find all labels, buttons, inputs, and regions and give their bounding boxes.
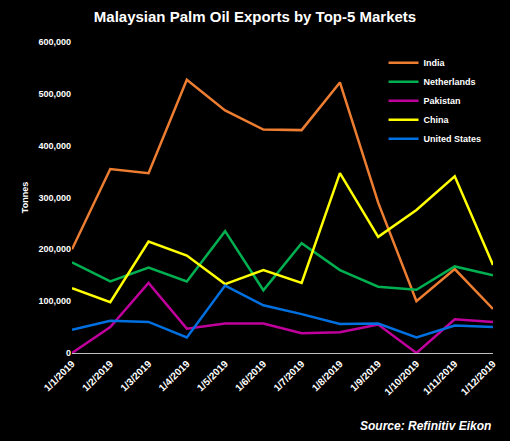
svg-text:1/12/2019: 1/12/2019 [459, 358, 499, 398]
svg-text:1/2/2019: 1/2/2019 [80, 358, 116, 394]
svg-text:United States: United States [424, 134, 482, 144]
svg-text:1/3/2019: 1/3/2019 [118, 358, 154, 394]
svg-text:Malaysian Palm Oil Exports by: Malaysian Palm Oil Exports by Top-5 Mark… [94, 8, 416, 25]
svg-text:1/6/2019: 1/6/2019 [233, 358, 269, 394]
svg-text:Netherlands: Netherlands [424, 77, 476, 87]
svg-text:China: China [424, 115, 450, 125]
svg-text:0: 0 [66, 348, 71, 358]
svg-text:500,000: 500,000 [38, 89, 71, 99]
svg-text:1/9/2019: 1/9/2019 [348, 358, 384, 394]
svg-text:Source: Refinitiv Eikon: Source: Refinitiv Eikon [360, 419, 491, 433]
svg-text:1/7/2019: 1/7/2019 [271, 358, 307, 394]
svg-text:100,000: 100,000 [38, 296, 71, 306]
svg-text:Pakistan: Pakistan [424, 96, 461, 106]
svg-text:1/5/2019: 1/5/2019 [195, 358, 231, 394]
svg-text:1/4/2019: 1/4/2019 [156, 358, 192, 394]
svg-text:1/1/2019: 1/1/2019 [42, 358, 78, 394]
svg-text:India: India [424, 58, 446, 68]
svg-text:200,000: 200,000 [38, 244, 71, 254]
svg-text:1/11/2019: 1/11/2019 [421, 358, 460, 397]
svg-text:600,000: 600,000 [38, 37, 71, 47]
svg-text:300,000: 300,000 [38, 193, 71, 203]
svg-text:1/8/2019: 1/8/2019 [310, 358, 346, 394]
svg-text:Tonnes: Tonnes [20, 182, 30, 213]
svg-text:400,000: 400,000 [38, 141, 71, 151]
svg-text:1/10/2019: 1/10/2019 [382, 358, 422, 398]
